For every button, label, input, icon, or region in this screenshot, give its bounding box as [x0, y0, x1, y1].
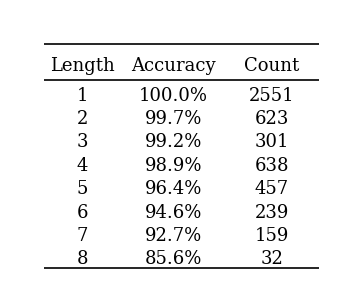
Text: 457: 457 — [255, 180, 289, 198]
Text: 301: 301 — [255, 133, 289, 151]
Text: Count: Count — [244, 57, 299, 75]
Text: 32: 32 — [261, 250, 284, 268]
Text: 638: 638 — [255, 157, 289, 175]
Text: 98.9%: 98.9% — [144, 157, 202, 175]
Text: 99.2%: 99.2% — [144, 133, 202, 151]
Text: 2: 2 — [77, 110, 88, 128]
Text: 4: 4 — [77, 157, 88, 175]
Text: 92.7%: 92.7% — [144, 227, 202, 245]
Text: 3: 3 — [77, 133, 88, 151]
Text: 5: 5 — [77, 180, 88, 198]
Text: Accuracy: Accuracy — [131, 57, 216, 75]
Text: 7: 7 — [77, 227, 88, 245]
Text: 94.6%: 94.6% — [144, 203, 202, 222]
Text: Length: Length — [50, 57, 115, 75]
Text: 6: 6 — [77, 203, 88, 222]
Text: 8: 8 — [77, 250, 88, 268]
Text: 1: 1 — [77, 87, 88, 105]
Text: 159: 159 — [255, 227, 289, 245]
Text: 85.6%: 85.6% — [144, 250, 202, 268]
Text: 623: 623 — [255, 110, 289, 128]
Text: 100.0%: 100.0% — [139, 87, 208, 105]
Text: 96.4%: 96.4% — [144, 180, 202, 198]
Text: 239: 239 — [255, 203, 289, 222]
Text: 2551: 2551 — [249, 87, 295, 105]
Text: 99.7%: 99.7% — [144, 110, 202, 128]
